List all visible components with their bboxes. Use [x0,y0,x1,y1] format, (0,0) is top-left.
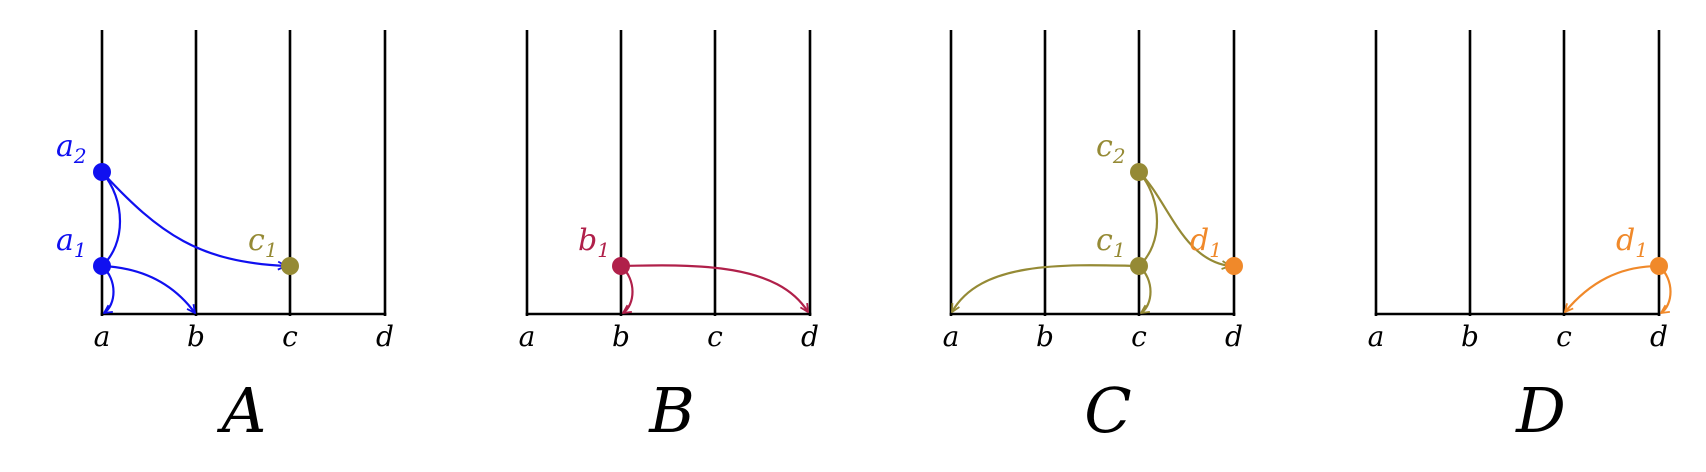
panel-title: C [1084,374,1131,447]
point-c1 [1130,257,1148,275]
edge-c1-a [952,264,1140,312]
tick-label: b [1461,320,1479,353]
point-label: a1 [56,223,87,262]
panel-c: c2 c1 d1 a b c d C [943,30,1243,447]
panel-title: D [1515,374,1566,447]
tick-label: a [94,320,111,353]
panel-title: B [648,374,695,447]
point-label: d1 [1190,223,1222,262]
point-b1 [612,257,630,275]
point-d1 [1225,257,1243,275]
tick-label: d [1225,320,1243,353]
tick-label: a [1368,320,1385,353]
point-label: d1 [1616,223,1648,262]
panel-c-axes [949,30,1236,316]
edge-c2-d1 [1138,171,1230,266]
tick-label: c [707,320,723,353]
edge-c2-c1 [1138,171,1158,267]
tick-label: a [943,320,960,353]
tick-label: d [376,320,394,353]
tick-label: b [1036,320,1054,353]
edge-a2-c1 [101,171,286,266]
tick-label: c [1556,320,1572,353]
point-a2 [93,163,111,181]
panel-b: b1 a b c d B [519,30,819,447]
tick-label: b [187,320,205,353]
point-c2 [1130,163,1148,181]
tick-label: c [1131,320,1147,353]
edge-a2-a1 [101,171,121,267]
tick-label: d [1650,320,1668,353]
edge-d1-c [1565,264,1660,312]
panel-b-axes [525,30,812,316]
panel-a-edges [101,171,286,313]
panel-title: A [217,374,267,447]
edge-b1-d [620,264,808,312]
point-label: c2 [1096,129,1126,168]
tick-label: b [612,320,630,353]
panel-c-edges [952,171,1230,313]
panel-d: d1 a b c d D [1368,30,1672,447]
point-label: c1 [1096,223,1126,262]
edge-a1-b [101,264,195,313]
tick-label: d [801,320,819,353]
point-d1 [1650,257,1668,275]
tick-label: a [519,320,536,353]
point-label: a2 [56,129,87,168]
panel-a: a2 a1 c1 a b c d A [56,30,394,447]
point-a1 [93,257,111,275]
point-label: b1 [578,223,610,262]
tick-label: c [282,320,298,353]
point-c1 [281,257,299,275]
panel-d-axes [1374,30,1661,316]
point-label: c1 [248,223,278,262]
